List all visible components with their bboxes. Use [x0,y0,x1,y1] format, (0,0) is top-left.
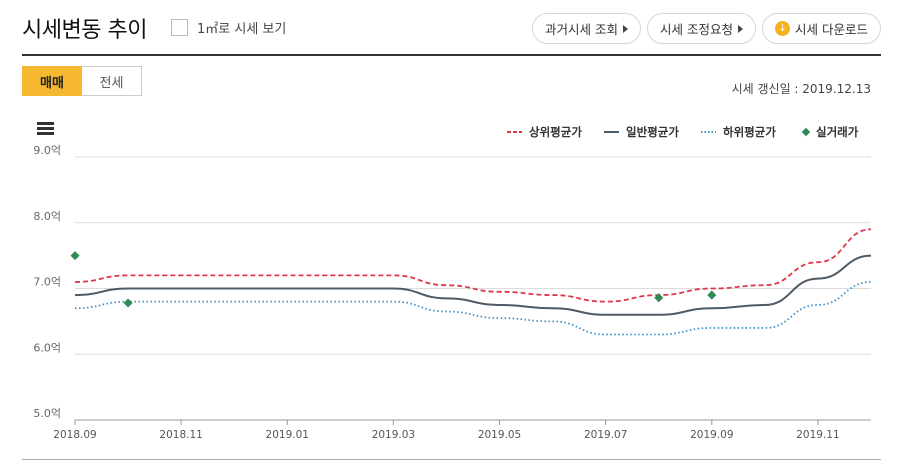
legend-marker [801,127,811,137]
y-tick-label: 9.0억 [33,144,61,157]
actual-price-point [707,290,717,300]
legend-general: 일반평균가 [626,125,679,139]
actual-price-point [123,298,133,308]
update-date: 시세 갱신일 : 2019.12.13 [731,82,871,96]
legend-actual: 실거래가 [816,125,859,139]
header-divider [22,54,881,56]
unit-toggle[interactable]: 1㎡로 시세 보기 [171,18,286,37]
x-tick-label: 2019.07 [584,429,627,441]
unit-toggle-label: 1㎡로 시세 보기 [197,22,287,37]
actual-price-point [70,251,80,261]
download-button[interactable]: ↓ 시세 다운로드 [762,13,881,44]
tab-jeonse[interactable]: 전세 [82,66,142,96]
caret-right-icon [623,24,629,33]
deal-type-tabs: 매매 전세 [22,66,142,96]
legend-lower: 하위평균가 [723,125,776,139]
y-tick-label: 7.0억 [33,276,61,289]
lower-average-line [74,281,872,336]
y-tick-label: 6.0억 [33,341,61,354]
past-price-button[interactable]: 과거시세 조회 [532,13,642,44]
adjust-request-button[interactable]: 시세 조정요청 [647,13,757,44]
adjust-request-label: 시세 조정요청 [660,22,734,37]
tab-sale[interactable]: 매매 [22,66,82,96]
x-tick-label: 2019.03 [372,429,415,441]
general-average-line [74,254,872,316]
past-price-label: 과거시세 조회 [545,22,619,37]
caret-right-icon [738,24,744,33]
actual-price-point [654,293,664,303]
top-button-group: 과거시세 조회 시세 조정요청 ↓ 시세 다운로드 [532,13,881,44]
x-tick-label: 2019.01 [266,429,309,441]
x-tick-label: 2019.05 [478,429,521,441]
x-tick-label: 2018.09 [53,429,96,441]
legend-upper: 상위평균가 [529,125,582,139]
footer-divider [22,459,881,460]
download-label: 시세 다운로드 [795,22,868,37]
page-title: 시세변동 추이 [22,18,147,43]
x-tick-label: 2018.11 [159,429,202,441]
unit-checkbox[interactable] [171,19,188,36]
chart-menu-icon[interactable] [37,122,54,135]
download-icon: ↓ [775,21,791,36]
x-tick-label: 2019.11 [796,429,839,441]
upper-average-line [74,228,872,303]
y-tick-label: 5.0억 [33,407,61,420]
y-tick-label: 8.0억 [33,210,61,223]
x-tick-label: 2019.09 [690,429,733,441]
